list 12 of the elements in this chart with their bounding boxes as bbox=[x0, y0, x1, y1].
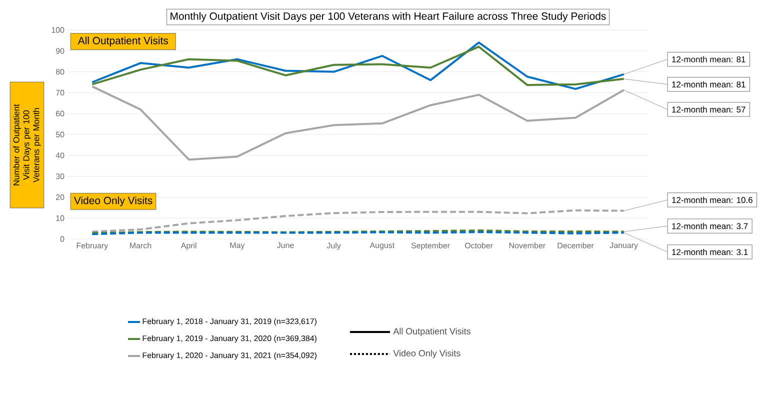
annotation: Video Only Visits bbox=[74, 196, 152, 206]
annotation: 12-month mean: 10.6 bbox=[672, 196, 752, 204]
y-axis-title: Number of Outpatient Visit Days per 100 Veterans per Month bbox=[13, 104, 41, 186]
annotation: All Outpatient Visits bbox=[78, 36, 168, 46]
chart-title: Monthly Outpatient Visit Days per 100 Veterans with Heart Failure across Three Study Periods bbox=[170, 12, 606, 22]
annotation: 12-month mean: 81 bbox=[672, 81, 746, 88]
text: All Outpatient Visits bbox=[393, 328, 470, 336]
annotation: 12-month mean: 3.1 bbox=[672, 248, 748, 256]
text: Video Only Visits bbox=[393, 350, 460, 358]
annotation: 12-month mean: 81 bbox=[672, 56, 746, 62]
annotation: 12-month mean: 3.7 bbox=[672, 222, 748, 230]
annotation: 12-month mean: 57 bbox=[672, 106, 746, 113]
